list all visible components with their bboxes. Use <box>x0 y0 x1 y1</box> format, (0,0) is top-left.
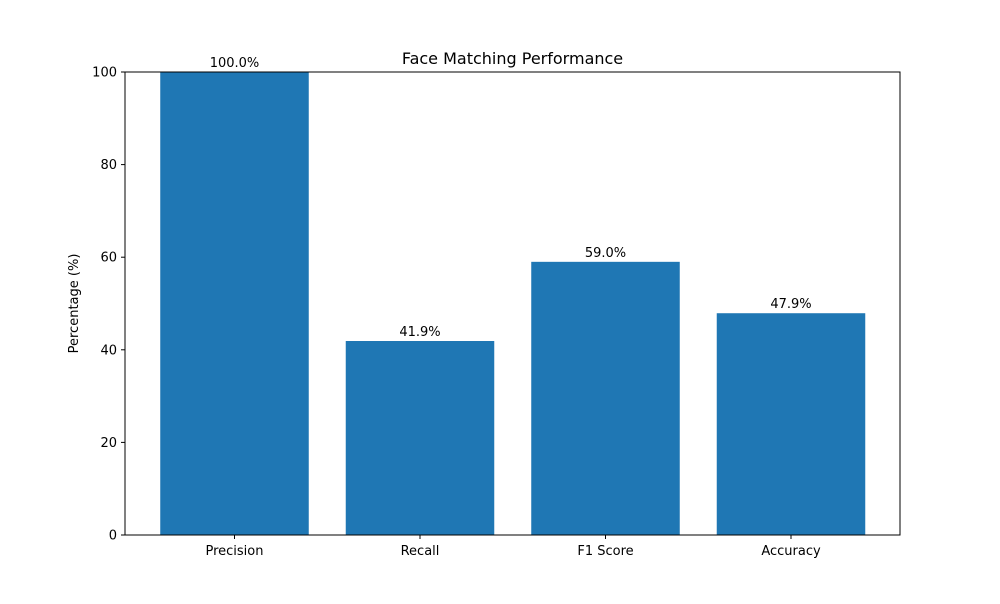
bar-precision <box>160 72 309 535</box>
data-label: 59.0% <box>585 246 626 261</box>
data-label: 41.9% <box>399 325 440 340</box>
y-axis-label: Percentage (%) <box>67 254 82 354</box>
chart-title: Face Matching Performance <box>402 49 623 68</box>
bar-f1-score <box>531 261 680 535</box>
data-label: 47.9% <box>770 297 811 312</box>
y-tick-label: 60 <box>100 251 117 266</box>
bar-recall <box>345 341 495 535</box>
y-tick-label: 80 <box>100 158 117 173</box>
x-tick-label: F1 Score <box>577 544 633 559</box>
bar-accuracy <box>716 313 866 535</box>
x-tick-label: Recall <box>401 544 440 559</box>
y-tick-label: 100 <box>92 66 117 81</box>
axes-frame <box>124 71 901 536</box>
y-tick-label: 40 <box>100 343 117 358</box>
y-tick-label: 20 <box>100 436 117 451</box>
data-label: 100.0% <box>210 56 260 71</box>
x-tick-label: Precision <box>205 544 263 559</box>
x-tick-label: Accuracy <box>761 544 821 559</box>
plot-area: 100.0% Precision 41.9% Recall 59.0% F1 Score 4… <box>92 56 901 559</box>
y-tick-label: 0 <box>109 529 117 544</box>
